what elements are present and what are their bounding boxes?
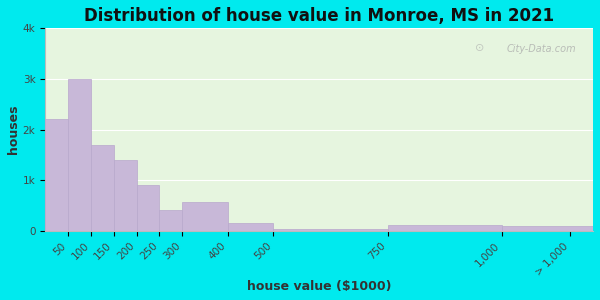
X-axis label: house value ($1000): house value ($1000) xyxy=(247,280,391,293)
Text: ⊙: ⊙ xyxy=(475,43,485,53)
Bar xyxy=(91,145,113,231)
Bar xyxy=(182,202,228,231)
Bar xyxy=(388,225,502,231)
Bar xyxy=(274,229,388,231)
Bar xyxy=(45,119,68,231)
Bar xyxy=(228,223,274,231)
Bar xyxy=(68,79,91,231)
Bar xyxy=(137,185,160,231)
Text: City-Data.com: City-Data.com xyxy=(507,44,577,54)
Y-axis label: houses: houses xyxy=(7,105,20,154)
Bar xyxy=(113,160,137,231)
Title: Distribution of house value in Monroe, MS in 2021: Distribution of house value in Monroe, M… xyxy=(84,7,554,25)
Bar xyxy=(502,226,593,231)
Bar xyxy=(160,210,182,231)
